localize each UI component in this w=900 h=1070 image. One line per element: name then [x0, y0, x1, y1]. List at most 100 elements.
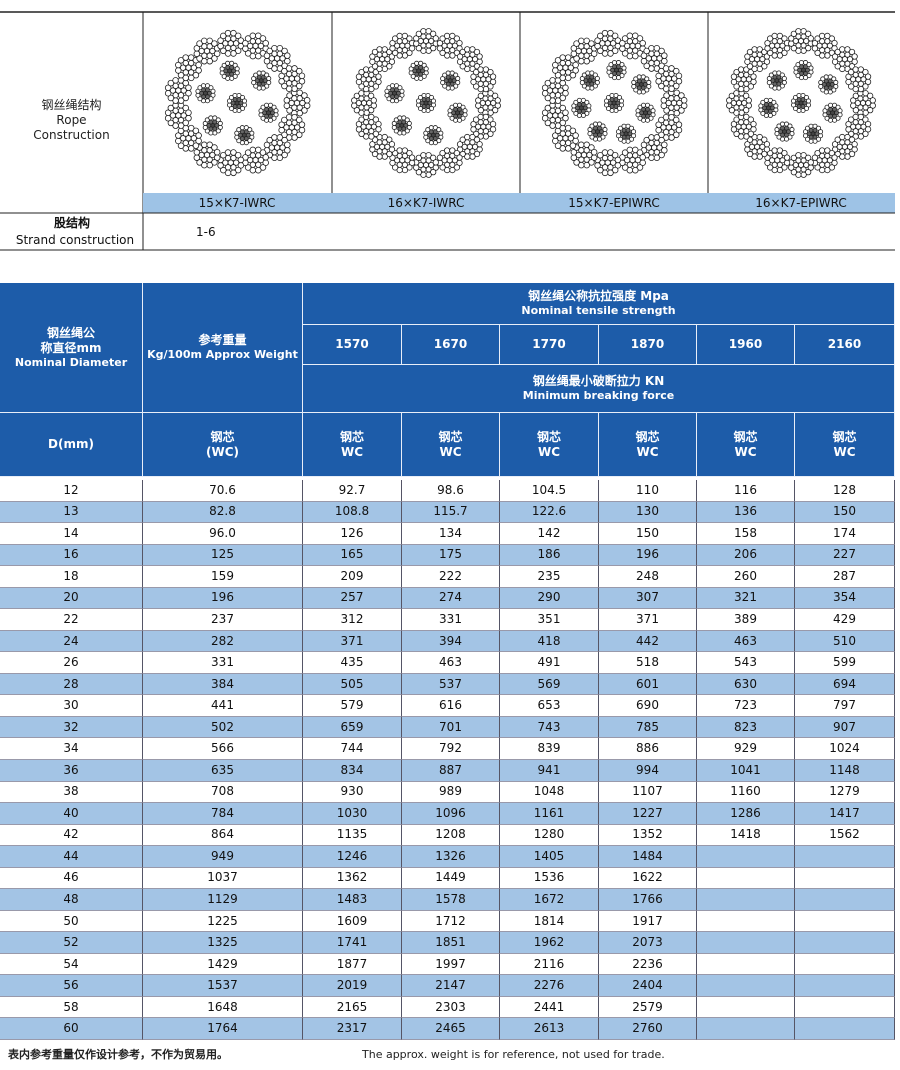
- cell-text: 12: [63, 482, 79, 497]
- wire: [190, 135, 197, 142]
- table-cell: 237: [143, 609, 303, 631]
- wire: [811, 154, 819, 161]
- wire: [594, 37, 601, 44]
- wire: [781, 49, 788, 57]
- cell-text: 98.6: [437, 482, 464, 497]
- wire: [621, 149, 629, 156]
- wire: [658, 136, 665, 144]
- wire: [587, 131, 593, 137]
- wire: [850, 97, 857, 104]
- wire: [206, 37, 213, 45]
- wire: [281, 116, 288, 124]
- wire: [440, 80, 446, 86]
- wire: [182, 74, 189, 82]
- wire: [473, 48, 481, 56]
- wire: [668, 134, 675, 141]
- wire: [351, 102, 358, 109]
- wire: [396, 32, 403, 40]
- cell-text: 394: [439, 633, 462, 648]
- wire: [626, 52, 634, 60]
- cell-text: D(mm): [48, 437, 94, 451]
- table-cell: 257: [303, 587, 402, 610]
- wire: [263, 52, 271, 59]
- wire: [675, 72, 683, 80]
- wire: [391, 124, 397, 130]
- cell-text: 56: [63, 978, 79, 993]
- cell-text: 371: [636, 611, 659, 626]
- table-cell: 2073: [599, 932, 697, 954]
- wire: [371, 48, 379, 56]
- wire: [399, 88, 405, 94]
- wire: [230, 100, 236, 106]
- wire: [851, 141, 858, 148]
- wire: [217, 37, 224, 44]
- wire: [449, 32, 456, 40]
- wire: [653, 134, 661, 141]
- wire: [643, 47, 650, 55]
- wire: [482, 66, 490, 73]
- wire: [797, 67, 802, 73]
- cell-text: 518: [636, 655, 659, 670]
- wire: [395, 123, 401, 128]
- wire: [401, 32, 409, 40]
- cell-text: 792: [439, 741, 462, 756]
- wire: [805, 30, 812, 37]
- table-cell: 1352: [599, 824, 697, 847]
- wire: [766, 35, 774, 42]
- wire: [199, 90, 204, 96]
- wire: [771, 52, 778, 59]
- cell-text: 196: [211, 590, 234, 605]
- wire: [373, 143, 380, 150]
- wire: [470, 120, 477, 128]
- table-cell: 290: [500, 587, 599, 610]
- cell-text: 186: [537, 547, 561, 562]
- wire: [763, 141, 771, 148]
- cell-text: 46: [63, 870, 79, 885]
- wire: [428, 38, 435, 45]
- wire: [761, 150, 768, 158]
- wire: [818, 129, 824, 135]
- cell-text: 40: [63, 805, 79, 820]
- wire: [358, 68, 365, 76]
- wire: [372, 83, 380, 90]
- wire: [271, 65, 278, 72]
- table-cell: 122.6: [500, 501, 599, 524]
- wire: [420, 171, 427, 178]
- table-cell: 60: [0, 1018, 143, 1040]
- wire: [726, 102, 733, 109]
- table-cell: 1048: [500, 781, 599, 804]
- table-cell: 371: [599, 609, 697, 631]
- wire: [464, 46, 471, 53]
- wire: [219, 70, 225, 76]
- cell-text: 92.7: [338, 482, 366, 497]
- wire: [469, 133, 476, 141]
- wire: [271, 134, 278, 141]
- wire: [384, 92, 390, 98]
- wire: [634, 42, 642, 50]
- wire: [281, 151, 288, 159]
- table-cell: 209: [303, 566, 402, 588]
- wire: [673, 109, 680, 117]
- wire: [279, 144, 286, 151]
- table-cell: 1246: [303, 846, 402, 868]
- table-cell: 158: [697, 523, 795, 545]
- wire: [735, 123, 742, 130]
- wire: [621, 65, 627, 71]
- wire: [206, 123, 212, 128]
- cell-text: 505: [340, 676, 364, 691]
- wire: [195, 61, 202, 69]
- wire: [793, 69, 799, 75]
- wire: [167, 94, 175, 102]
- wire: [586, 103, 592, 109]
- wire: [360, 76, 367, 83]
- wire: [591, 129, 596, 134]
- table-cell: 1536: [500, 867, 599, 890]
- wire: [728, 107, 735, 114]
- wire: [673, 131, 680, 139]
- wire: [443, 52, 451, 59]
- wire: [660, 102, 668, 109]
- table-cell: 14: [0, 523, 143, 545]
- cell-text: 165: [340, 547, 364, 562]
- table-cell: 12: [0, 480, 143, 502]
- wire: [401, 166, 409, 174]
